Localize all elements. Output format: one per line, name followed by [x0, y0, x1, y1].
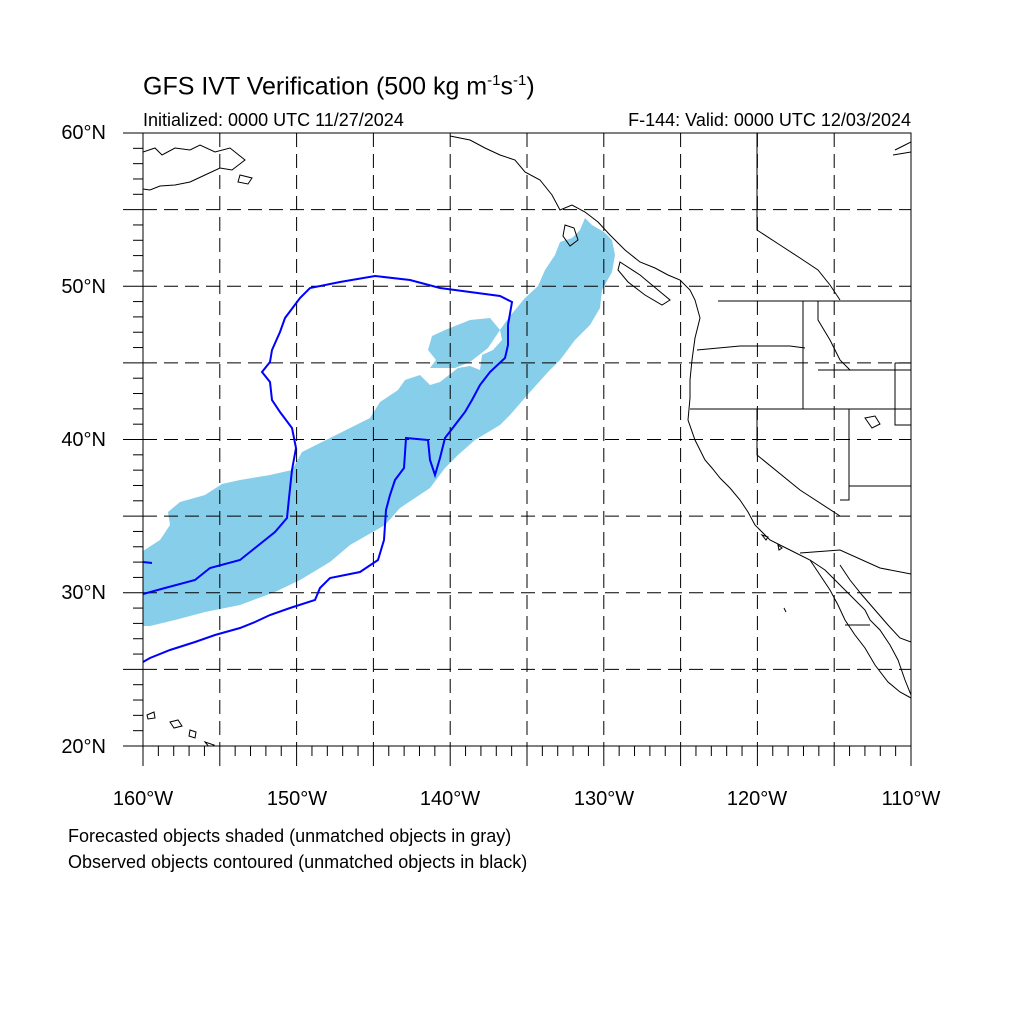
gulf-california-coast — [839, 564, 911, 643]
id-mt-border — [817, 301, 851, 371]
initialized-time: Initialized: 0000 UTC 11/27/2024 — [143, 110, 404, 130]
wa-or-border — [696, 345, 806, 351]
x-tick-label-110w: 110°W — [881, 788, 941, 810]
nv-ut-border — [840, 409, 850, 501]
sw-corner-coast — [892, 141, 911, 156]
alaska-island — [237, 174, 253, 185]
axis-ticks — [123, 132, 912, 766]
valid-time: F-144: Valid: 0000 UTC 12/03/2024 — [628, 110, 911, 130]
guadalupe-island — [783, 607, 787, 613]
graticule — [143, 133, 911, 746]
map-title: GFS IVT Verification (500 kg m-1s-1) — [143, 72, 535, 101]
observed-object — [143, 274, 514, 663]
wy-border — [894, 362, 911, 426]
hawaii-islands — [146, 711, 216, 746]
observed-object-fragment — [143, 561, 153, 564]
y-tick-label-60n: 60°N — [61, 122, 106, 144]
vancouver-island — [617, 261, 671, 306]
political-borders — [690, 133, 911, 626]
y-tick-label-50n: 50°N — [61, 276, 106, 298]
x-tick-label-130w: 130°W — [573, 788, 635, 810]
bc-alberta-border — [756, 133, 841, 301]
channel-islands — [760, 533, 783, 551]
y-tick-label-30n: 30°N — [61, 582, 106, 604]
forecast-object — [143, 218, 615, 626]
haida-gwaii — [562, 224, 579, 247]
coastlines — [143, 135, 911, 746]
x-tick-label-140w: 140°W — [419, 788, 481, 810]
y-tick-label-40n: 40°N — [61, 429, 106, 451]
us-mexico-border — [799, 549, 911, 575]
footnote-observed: Observed objects contoured (unmatched ob… — [68, 852, 528, 872]
alaska-coastline — [143, 144, 246, 191]
x-tick-label-160w: 160°W — [112, 788, 174, 810]
x-tick-label-120w: 120°W — [726, 788, 788, 810]
baja-peninsula — [809, 559, 911, 699]
y-tick-label-20n: 20°N — [61, 736, 106, 758]
panhandle-coast — [449, 135, 911, 696]
ca-nv-border — [756, 409, 841, 517]
great-salt-lake — [864, 415, 881, 429]
footnote-forecast: Forecasted objects shaded (unmatched obj… — [68, 826, 512, 846]
forecast-object-shading — [143, 218, 615, 626]
x-tick-label-150w: 150°W — [266, 788, 328, 810]
observed-object-contour — [143, 274, 514, 663]
